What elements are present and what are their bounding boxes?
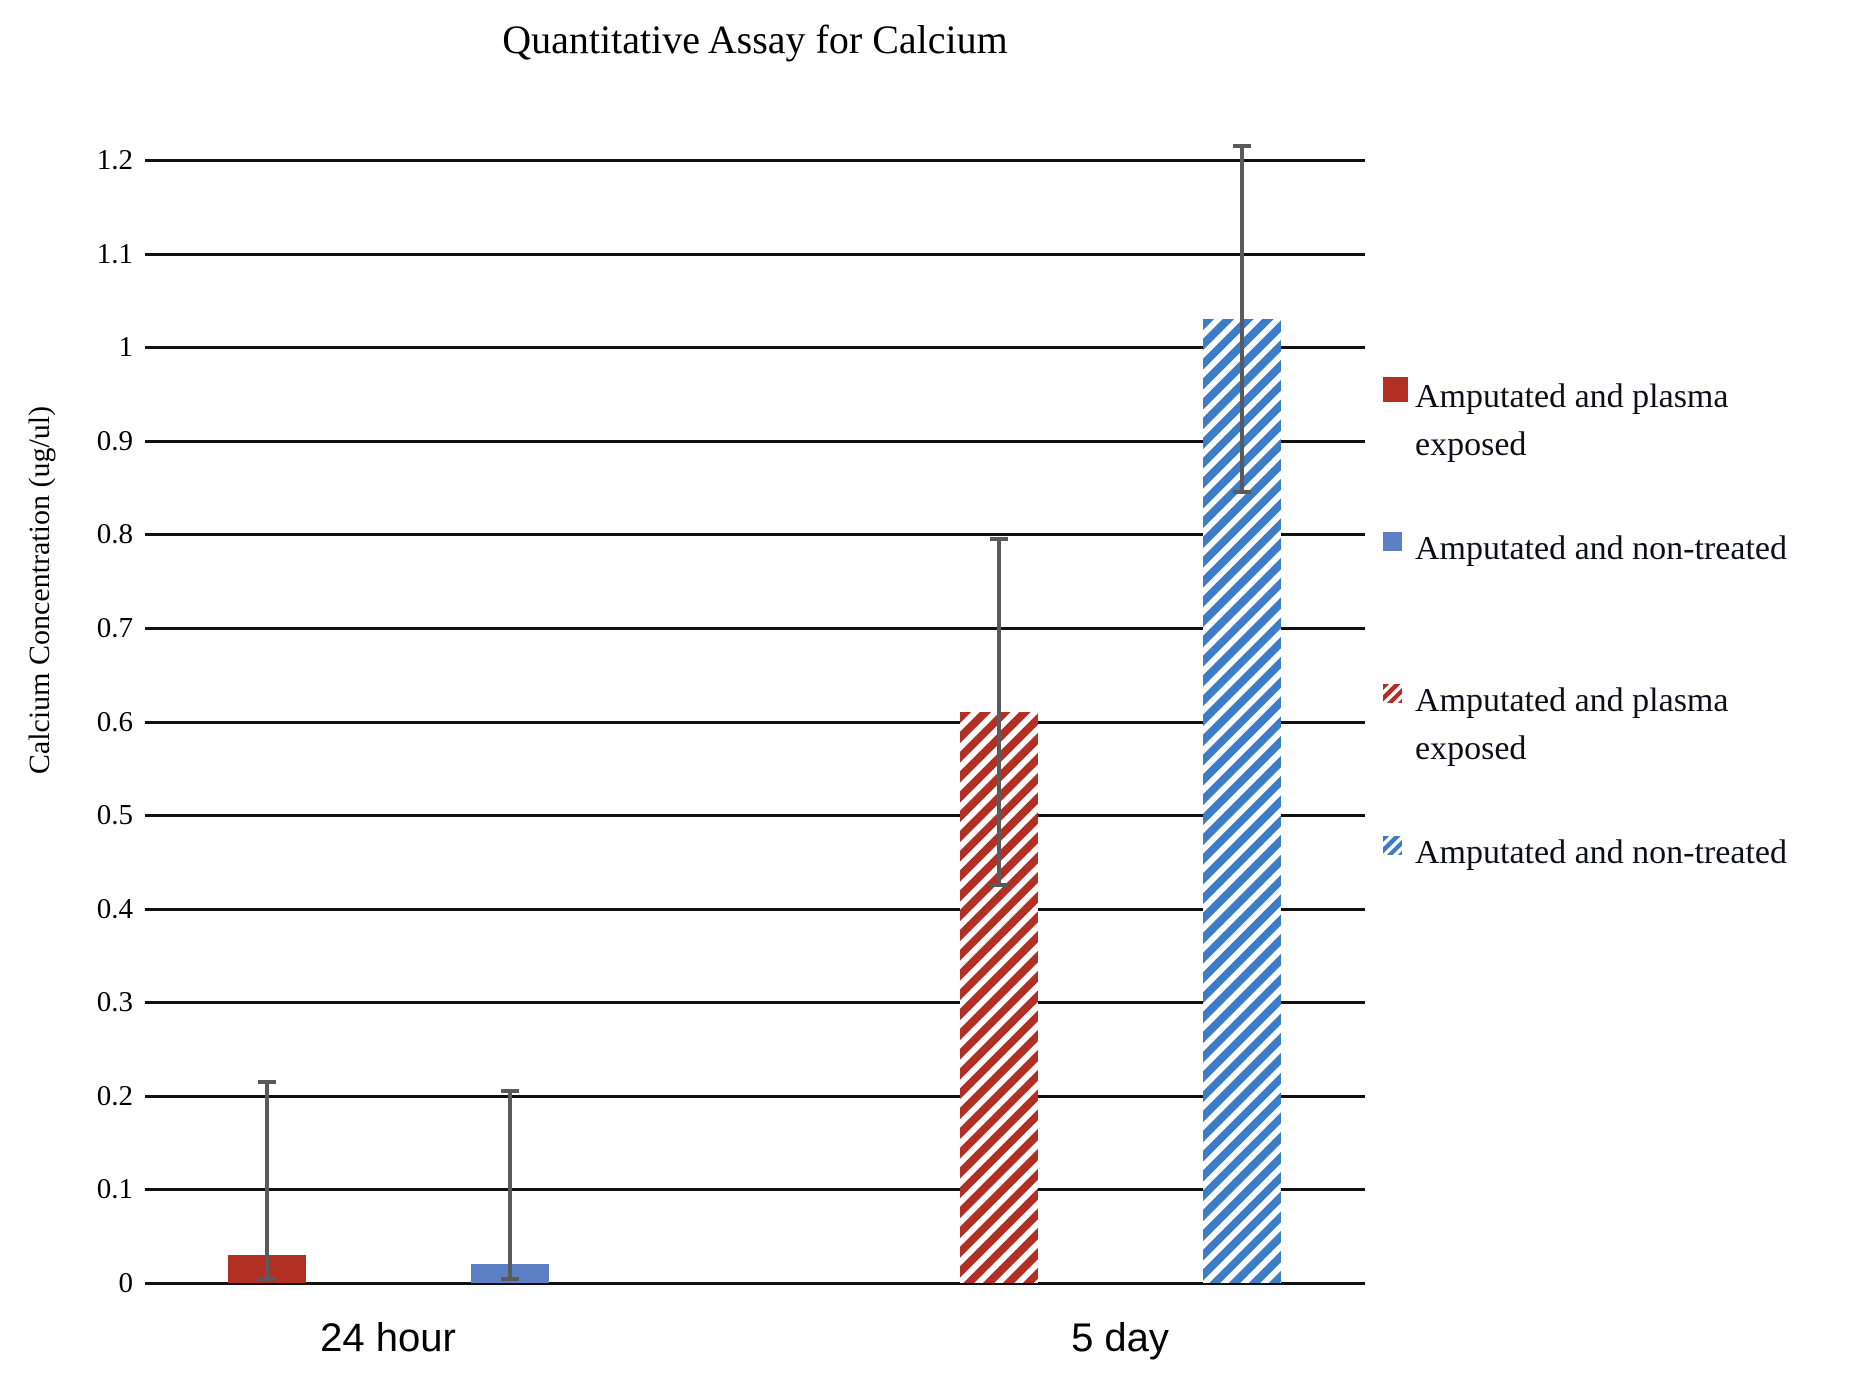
y-tick-label: 1.2 bbox=[96, 144, 133, 176]
error-bar-cap bbox=[258, 1080, 276, 1084]
chart-title: Quantitative Assay for Calcium bbox=[502, 17, 1008, 62]
y-tick-label: 0.2 bbox=[96, 1080, 133, 1112]
error-bar-cap bbox=[1233, 490, 1251, 494]
legend-label: Amputated and plasma exposed bbox=[1415, 378, 1729, 463]
y-tick-label: 0.8 bbox=[96, 518, 133, 550]
legend-swatch-hatched bbox=[1383, 836, 1402, 855]
gridline bbox=[145, 627, 1365, 630]
gridline bbox=[145, 159, 1365, 162]
legend-item: Amputated and plasma exposed bbox=[1383, 677, 1728, 773]
error-bar-cap bbox=[501, 1089, 519, 1093]
y-tick-label: 0.7 bbox=[96, 612, 133, 644]
gridline bbox=[145, 908, 1365, 911]
gridline bbox=[145, 1095, 1365, 1098]
error-bar-cap bbox=[258, 1277, 276, 1281]
gridline bbox=[145, 346, 1365, 349]
y-tick-label: 0.3 bbox=[96, 986, 133, 1018]
error-bar bbox=[997, 539, 1001, 885]
y-tick-label: 1 bbox=[118, 331, 134, 363]
y-tick-label: 0.5 bbox=[96, 799, 133, 831]
legend-swatch-solid bbox=[1383, 532, 1402, 551]
error-bar bbox=[508, 1091, 512, 1279]
legend-label: Amputated and non-treated bbox=[1415, 530, 1787, 567]
gridline bbox=[145, 253, 1365, 256]
gridline bbox=[145, 721, 1365, 724]
y-tick-label: 0.1 bbox=[96, 1173, 133, 1205]
gridline bbox=[145, 1001, 1365, 1004]
legend-label: Amputated and plasma exposed bbox=[1415, 682, 1729, 767]
legend-item: Amputated and non-treated bbox=[1383, 829, 1787, 877]
legend-item: Amputated and non-treated bbox=[1383, 525, 1787, 573]
y-tick-label: 0.6 bbox=[96, 706, 133, 738]
gridline bbox=[145, 1282, 1365, 1285]
y-tick-label: 0 bbox=[118, 1267, 134, 1299]
x-category-label: 5 day bbox=[1071, 1316, 1169, 1360]
error-bar-cap bbox=[501, 1277, 519, 1281]
error-bar-cap bbox=[990, 883, 1008, 887]
error-bar bbox=[1240, 146, 1244, 492]
gridline bbox=[145, 1188, 1365, 1191]
gridline bbox=[145, 814, 1365, 817]
error-bar-cap bbox=[1233, 144, 1251, 148]
legend-swatch-solid bbox=[1383, 377, 1408, 402]
y-tick-label: 0.9 bbox=[96, 425, 133, 457]
legend-item: Amputated and plasma exposed bbox=[1383, 373, 1728, 469]
gridline bbox=[145, 533, 1365, 536]
gridline bbox=[145, 440, 1365, 443]
legend-label: Amputated and non-treated bbox=[1415, 834, 1787, 871]
error-bar-cap bbox=[990, 537, 1008, 541]
y-tick-label: 1.1 bbox=[96, 238, 133, 270]
y-tick-label: 0.4 bbox=[96, 893, 133, 925]
x-category-label: 24 hour bbox=[320, 1316, 456, 1360]
error-bar bbox=[265, 1082, 269, 1279]
legend-swatch-hatched bbox=[1383, 684, 1402, 703]
